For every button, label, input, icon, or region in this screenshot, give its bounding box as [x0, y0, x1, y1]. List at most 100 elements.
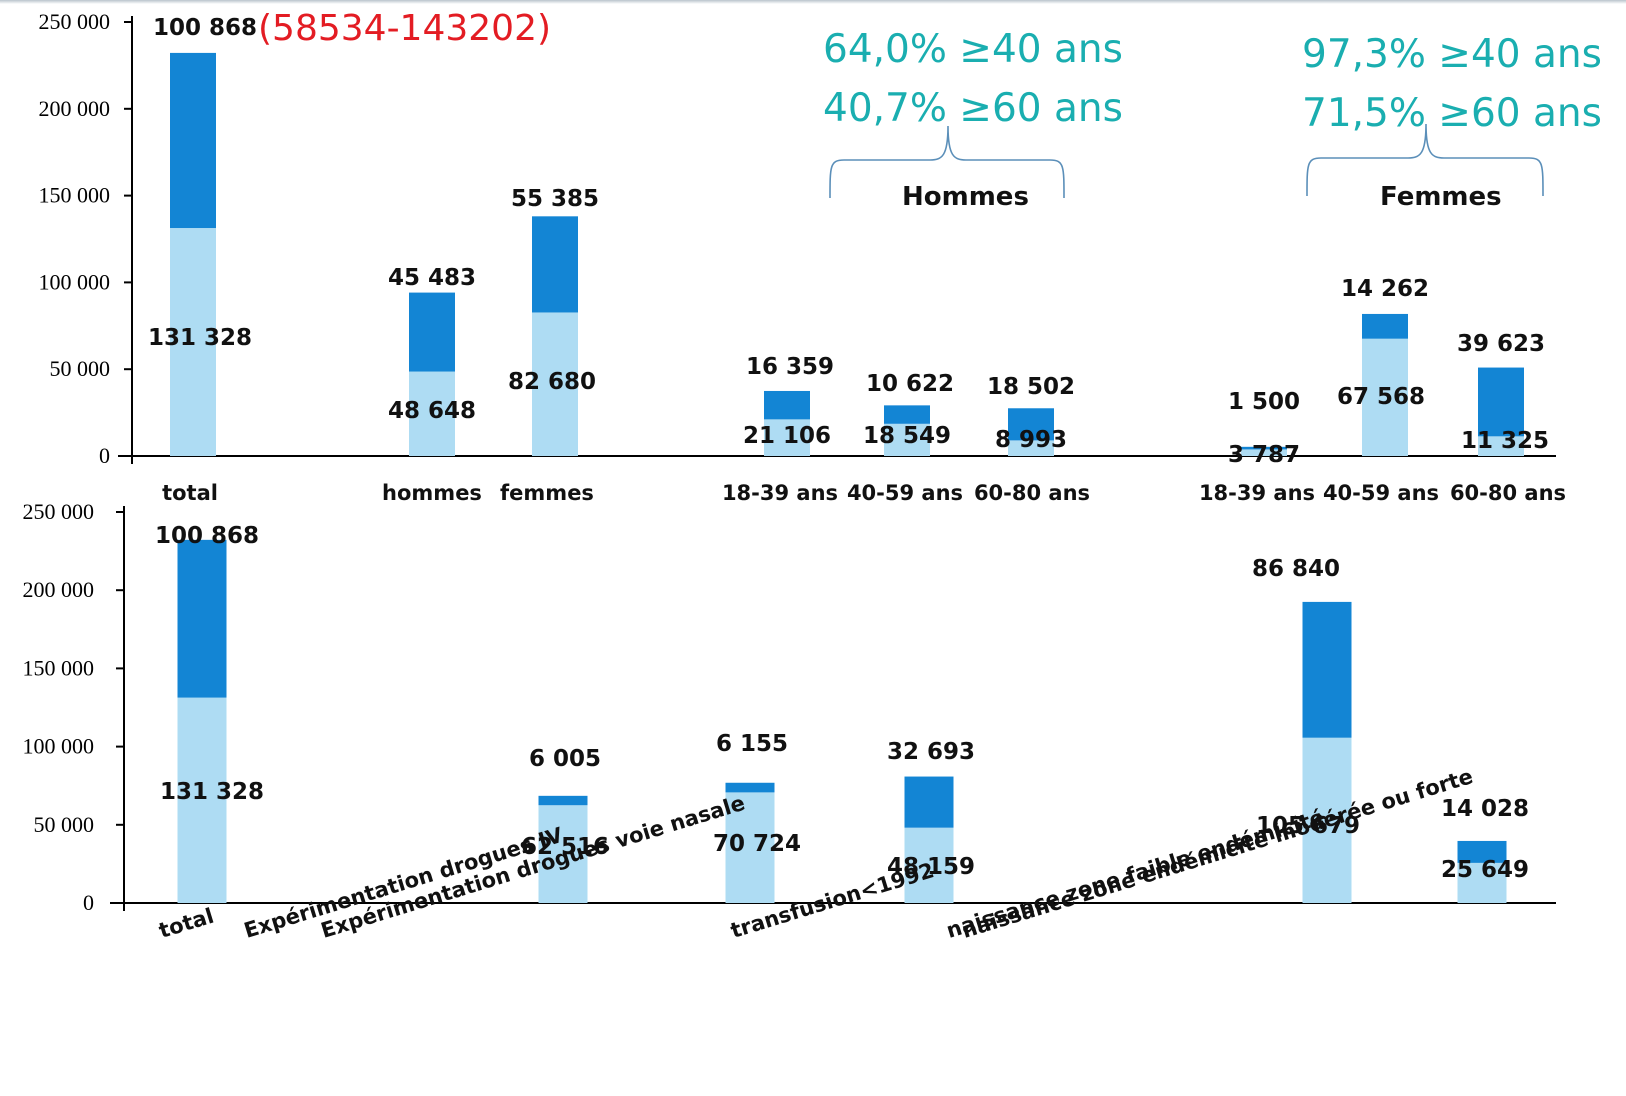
bar-segment-dark — [1008, 408, 1054, 441]
top-divider — [0, 0, 1626, 4]
bar-segment-dark — [170, 52, 216, 229]
data-label-dark: 86 840 — [1252, 556, 1340, 582]
data-label-light: 48 159 — [887, 854, 975, 880]
group-brace — [829, 125, 1065, 199]
bar-segment-light — [409, 371, 455, 456]
y-tick-label: 150 000 — [39, 183, 111, 208]
y-tick-label: 50 000 — [50, 356, 111, 381]
data-label-dark: 1 500 — [1228, 389, 1300, 415]
category-label: 40-59 ans — [847, 481, 963, 505]
category-label: total — [162, 481, 218, 505]
bar-segment-light — [1241, 449, 1287, 456]
y-tick-label: 250 000 — [39, 9, 111, 34]
group-annotation-line: 71,5% ≥60 ans — [1302, 91, 1602, 136]
data-label-dark: 14 028 — [1441, 796, 1529, 822]
bar-segment-light — [884, 423, 930, 456]
bar-segment-light — [538, 805, 588, 903]
bar-segment-light — [904, 827, 954, 903]
bar-segment-dark — [409, 292, 455, 372]
category-label: 60-80 ans — [974, 481, 1090, 505]
data-label-light: 105 679 — [1256, 813, 1360, 839]
y-tick-label: 0 — [99, 443, 110, 468]
data-label-dark: 10 622 — [866, 371, 954, 397]
y-tick-label: 0 — [83, 890, 94, 915]
bar-segment-dark — [1362, 313, 1408, 339]
y-tick-label: 200 000 — [23, 577, 95, 602]
category-label: total — [156, 904, 216, 943]
category-label: 18-39 ans — [1199, 481, 1315, 505]
data-label-dark: 55 385 — [511, 186, 599, 212]
chart-bottom: 0 50 000 100 000 150 000 200 000 250 000 131 3… — [23, 499, 1556, 943]
y-tick-label: 100 000 — [39, 269, 111, 294]
category-label: naissance zone endémicité modérée ou for… — [959, 764, 1476, 943]
data-label-light: 70 724 — [713, 831, 801, 857]
data-label-light: 11 325 — [1461, 428, 1549, 454]
data-label-light: 62 516 — [521, 834, 609, 860]
data-label-dark: 100 868 — [153, 15, 257, 41]
y-tick-label: 200 000 — [39, 96, 111, 121]
category-label: Expérimentation drogues voie nasale — [318, 791, 748, 943]
group-femmes: Femmes 97,3% ≥40 ans 71,5% ≥60 ans — [1302, 32, 1602, 212]
bar-segment-dark — [538, 795, 588, 806]
data-label-dark: 6 155 — [716, 731, 788, 757]
data-label-dark: 39 623 — [1457, 331, 1545, 357]
y-tick-label: 150 000 — [23, 655, 95, 680]
y-tick-label: 100 000 — [23, 734, 95, 759]
data-label-light: 82 680 — [508, 369, 596, 395]
category-label: hommes — [382, 481, 482, 505]
group-brace — [1306, 123, 1544, 197]
data-label-dark: 16 359 — [746, 354, 834, 380]
bar-segment-dark — [904, 776, 954, 828]
bar-segment-light — [725, 792, 775, 903]
bar-segment-dark — [177, 539, 227, 698]
category-label: 60-80 ans — [1450, 481, 1566, 505]
data-label-light: 3 787 — [1228, 442, 1300, 468]
data-label-dark: 45 483 — [388, 265, 476, 291]
data-label-dark: 100 868 — [155, 523, 259, 549]
bar-segment-light — [1457, 862, 1507, 903]
data-label-light: 18 549 — [863, 423, 951, 449]
data-label-dark: 14 262 — [1341, 276, 1429, 302]
y-tick-label: 250 000 — [23, 499, 95, 524]
bar-segment-dark — [1478, 367, 1524, 437]
bar-segment-light — [1008, 440, 1054, 456]
group-annotation-line: 97,3% ≥40 ans — [1302, 32, 1602, 77]
data-label-light: 131 328 — [148, 325, 252, 351]
data-label-light: 67 568 — [1337, 384, 1425, 410]
bar-segment-light — [170, 228, 216, 456]
bar-segment-light — [1302, 737, 1352, 903]
interval-annotation: (58534-143202) — [258, 8, 551, 49]
bar-segment-light — [764, 419, 810, 456]
category-label: 40-59 ans — [1323, 481, 1439, 505]
data-label-light: 8 993 — [995, 427, 1067, 453]
group-hommes: Hommes 64,0% ≥40 ans 40,7% ≥60 ans — [823, 27, 1123, 212]
bar-segment-dark — [1302, 601, 1352, 738]
bar-segment-dark — [764, 390, 810, 420]
data-label-light: 21 106 — [743, 423, 831, 449]
group-label: Hommes — [902, 182, 1029, 212]
data-label-dark: 32 693 — [887, 739, 975, 765]
bar-segment-dark — [1457, 840, 1507, 863]
data-label-light: 25 649 — [1441, 857, 1529, 883]
bar-segment-light — [177, 697, 227, 903]
category-label: 18-39 ans — [722, 481, 838, 505]
data-label-light: 48 648 — [388, 398, 476, 424]
group-label: Femmes — [1380, 182, 1502, 212]
bar-segment-dark — [532, 216, 578, 313]
bar-segment-light — [532, 312, 578, 456]
data-label-dark: 6 005 — [529, 746, 601, 772]
y-tick-label: 50 000 — [34, 812, 95, 837]
group-annotation-line: 64,0% ≥40 ans — [823, 27, 1123, 72]
data-label-light: 131 328 — [160, 779, 264, 805]
bar-segment-dark — [1241, 446, 1287, 450]
data-label-dark: 18 502 — [987, 374, 1075, 400]
bar-segment-dark — [725, 782, 775, 793]
bar-segment-light — [1362, 338, 1408, 456]
group-annotation-line: 40,7% ≥60 ans — [823, 86, 1123, 131]
bar-segment-dark — [884, 405, 930, 424]
bar-segment-light — [1478, 436, 1524, 456]
category-label: femmes — [500, 481, 594, 505]
chart-top: 0 50 000 100 000 150 000 200 000 250 000 131 3… — [39, 8, 1602, 505]
